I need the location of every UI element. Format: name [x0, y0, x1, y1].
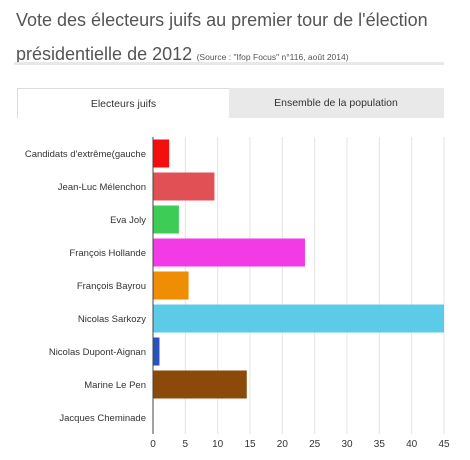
x-tick-label: 5 — [183, 439, 189, 450]
title-line-1: Vote des électeurs juifs au premier tour… — [16, 10, 428, 30]
tab-bar: Electeurs juifs Ensemble de la populatio… — [17, 88, 444, 118]
chart-title: Vote des électeurs juifs au premier tour… — [16, 4, 456, 74]
title-line-2: présidentielle de 2012 — [16, 44, 193, 64]
x-tick-label: 30 — [341, 439, 353, 450]
x-tick-label: 25 — [309, 439, 321, 450]
category-label: Jacques Cheminade — [59, 413, 146, 424]
category-label: Eva Joly — [110, 215, 146, 226]
bar[interactable] — [153, 238, 305, 267]
bar[interactable] — [153, 205, 179, 234]
x-tick-label: 10 — [212, 439, 224, 450]
source-note: (Source : "Ifop Focus" n°116, août 2014) — [196, 52, 349, 62]
x-tick-label: 35 — [374, 439, 386, 450]
x-tick-label: 20 — [277, 439, 289, 450]
category-label: Nicolas Dupont-Aignan — [49, 347, 146, 358]
x-tick-label: 15 — [244, 439, 256, 450]
x-tick-label: 40 — [406, 439, 418, 450]
category-label: François Bayrou — [77, 281, 146, 292]
bar[interactable] — [153, 139, 170, 168]
x-tick-label: 0 — [150, 439, 156, 450]
category-label: Marine Le Pen — [84, 380, 146, 391]
bar[interactable] — [153, 370, 247, 399]
bar[interactable] — [153, 271, 189, 300]
bar[interactable] — [153, 337, 160, 366]
category-label: Candidats d'extrême(gauche — [25, 149, 146, 160]
category-label: Nicolas Sarkozy — [78, 314, 146, 325]
tab-electeurs-juifs[interactable]: Electeurs juifs — [17, 88, 229, 118]
bar[interactable] — [153, 172, 215, 201]
x-tick-label: 45 — [438, 439, 450, 450]
title-divider — [14, 62, 444, 65]
category-label: François Hollande — [69, 248, 146, 259]
category-label: Jean-Luc Mélenchon — [58, 182, 146, 193]
tab-ensemble-population[interactable]: Ensemble de la population — [274, 97, 398, 109]
bar[interactable] — [153, 304, 444, 333]
